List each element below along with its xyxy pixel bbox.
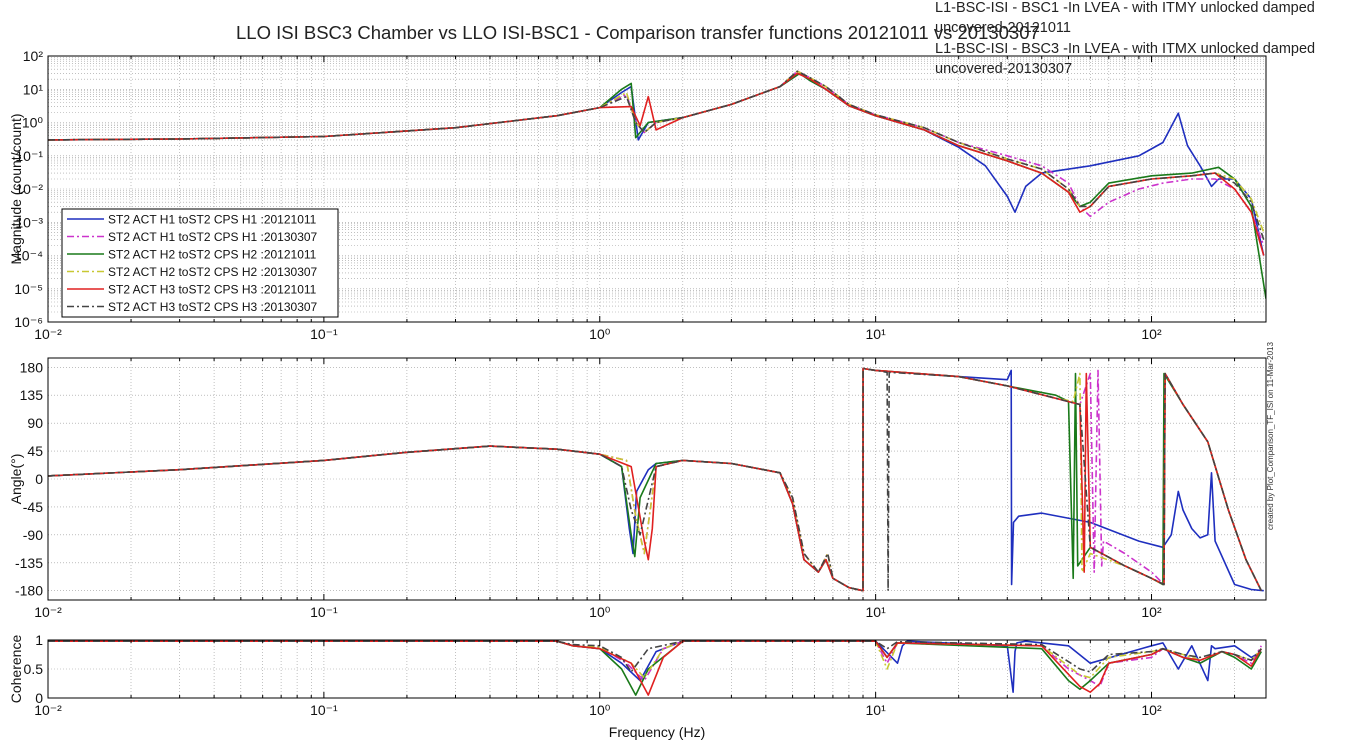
phase-series-line-6	[48, 367, 1263, 592]
phase-y-tick-label: 180	[20, 359, 44, 375]
magnitude-y-tick-label: 10¹	[23, 81, 44, 97]
magnitude-y-tick-label: 10⁻³	[15, 214, 43, 230]
legend-entry: ST2 ACT H1 toST2 CPS H1 :20130307	[108, 230, 318, 244]
coherence-y-tick-label: 0.5	[24, 661, 44, 677]
annotation-line-4: uncovered-20130307	[935, 61, 1073, 77]
magnitude-x-tick-label: 10¹	[866, 326, 887, 342]
legend-entry: ST2 ACT H2 toST2 CPS H2 :20121011	[108, 248, 317, 262]
phase-y-tick-label: -180	[15, 583, 43, 599]
magnitude-series-line-5	[48, 72, 1265, 256]
x-axis-label: Frequency (Hz)	[609, 724, 705, 740]
coherence-x-tick-label: 10⁰	[589, 702, 611, 718]
magnitude-x-tick-label: 10⁻¹	[310, 326, 338, 342]
coherence-series-line-3	[48, 640, 1262, 696]
magnitude-x-tick-label: 10⁰	[589, 326, 611, 342]
legend-entry: ST2 ACT H3 toST2 CPS H3 :20130307	[108, 300, 318, 314]
phase-x-tick-label: 10⁻¹	[310, 604, 338, 620]
coherence-panel: 10⁻² 10⁻¹ 10⁰ 10¹ 10² 0 0.5 1 Coherence Frequency…	[8, 632, 1267, 740]
coherence-frame	[47, 639, 1267, 699]
magnitude-frame	[47, 55, 1267, 323]
coherence-x-tick-label: 10²	[1141, 702, 1162, 718]
phase-panel: 10⁻² 10⁻¹ 10⁰ 10¹ 10² -180 -135 -90 -45 0 45 90 135 1…	[8, 357, 1267, 620]
chart-title: LLO ISI BSC3 Chamber vs LLO ISI-BSC1 - C…	[236, 22, 1040, 43]
coherence-y-tick-label: 0	[35, 690, 43, 706]
phase-y-tick-label: 0	[35, 471, 43, 487]
coherence-x-tick-label: 10¹	[866, 702, 887, 718]
coherence-series	[48, 640, 1262, 696]
annotation-line-2: uncovered-20121011	[935, 20, 1071, 36]
legend-box	[61, 208, 339, 318]
phase-frame	[47, 357, 1267, 601]
phase-x-tick-label: 10⁰	[589, 604, 611, 620]
phase-y-tick-label: 135	[20, 387, 44, 403]
magnitude-series	[48, 70, 1266, 299]
phase-y-tick-label: 45	[27, 443, 43, 459]
phase-y-tick-label: -90	[23, 527, 43, 543]
annotation-line-1: L1-BSC-ISI - BSC1 -In LVEA - with ITMY u…	[935, 0, 1315, 16]
magnitude-x-tick-label: 10⁻²	[34, 326, 62, 342]
magnitude-y-tick-label: 10⁻¹	[15, 148, 43, 164]
coherence-series-line-5	[48, 640, 1262, 696]
magnitude-x-tick-label: 10²	[1141, 326, 1162, 342]
magnitude-panel: 10⁻² 10⁻¹ 10⁰ 10¹ 10² 10⁻⁶ 10⁻⁵ 10⁻⁴ 10⁻³ 10⁻² 10⁻…	[8, 48, 1267, 342]
phase-y-tick-label: 90	[27, 415, 43, 431]
magnitude-y-tick-label: 10²	[23, 48, 44, 64]
magnitude-y-tick-label: 10⁰	[22, 115, 44, 131]
magnitude-y-axis-label: Magnitude (count/count)	[8, 114, 24, 265]
phase-grid	[47, 358, 1266, 600]
legend-entry: ST2 ACT H2 toST2 CPS H2 :20130307	[108, 265, 318, 279]
legend-entry: ST2 ACT H1 toST2 CPS H1 :20121011	[108, 213, 317, 227]
credit-text: created by Plot_Comparison_TF_ISI on 11-…	[1266, 342, 1275, 530]
magnitude-grid	[47, 55, 1266, 323]
phase-y-tick-label: -45	[23, 499, 43, 515]
coherence-y-tick-label: 1	[35, 632, 43, 648]
legend: ST2 ACT H1 toST2 CPS H1 :20121011 ST2 ACT…	[61, 208, 339, 318]
panels: 10⁻² 10⁻¹ 10⁰ 10¹ 10²10⁻⁶10⁻⁵10⁻⁴10⁻³10⁻²10⁻…	[8, 48, 1267, 740]
phase-x-tick-label: 10⁻²	[34, 604, 62, 620]
phase-x-tick-label: 10²	[1141, 604, 1162, 620]
magnitude-series-line-6	[48, 70, 1265, 240]
coherence-series-line-1	[48, 640, 1262, 693]
magnitude-y-tick-label: 10⁻⁵	[14, 281, 43, 297]
magnitude-y-tick-label: 10⁻²	[15, 181, 43, 197]
coherence-x-tick-label: 10⁻²	[34, 702, 62, 718]
annotation-line-3: L1-BSC-ISI - BSC3 -In LVEA - with ITMX u…	[935, 41, 1316, 57]
coherence-x-tick-label: 10⁻¹	[310, 702, 338, 718]
phase-x-tick-label: 10¹	[866, 604, 887, 620]
phase-y-axis-label: Angle(°)	[8, 454, 24, 505]
magnitude-y-tick-label: 10⁻⁴	[14, 248, 43, 264]
legend-entry: ST2 ACT H3 toST2 CPS H3 :20121011	[108, 283, 317, 297]
magnitude-y-tick-label: 10⁻⁶	[14, 314, 43, 330]
coherence-series-line-6	[48, 640, 1262, 673]
phase-series	[48, 367, 1264, 592]
coherence-y-axis-label: Coherence	[8, 635, 24, 704]
phase-y-tick-label: -135	[15, 555, 43, 571]
